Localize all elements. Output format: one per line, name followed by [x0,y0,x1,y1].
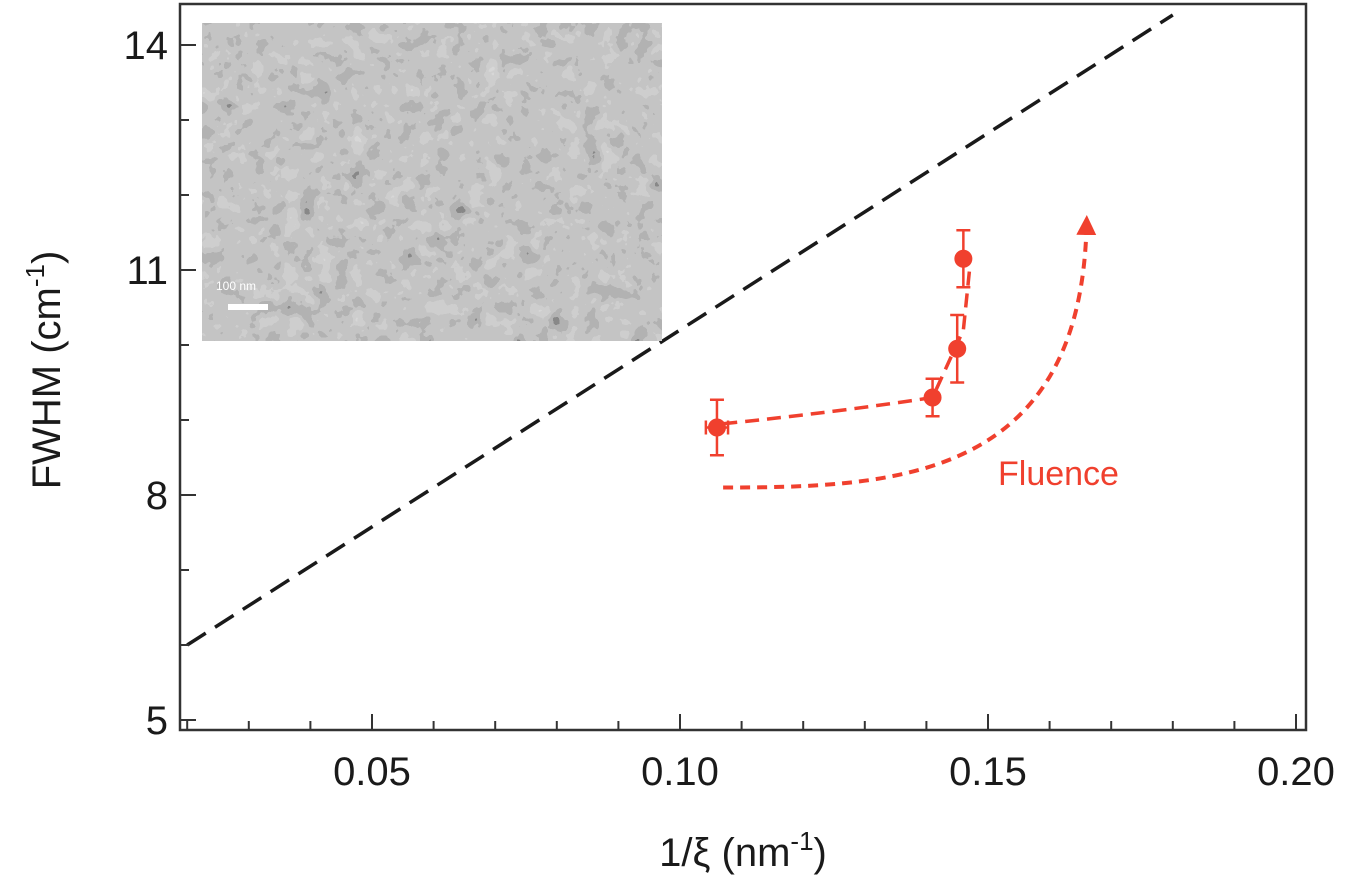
data-point [704,398,730,457]
plot-frame [178,2,1308,732]
data-marker [923,388,942,407]
data-marker [954,249,973,268]
scale-bar-label: 100 nm [216,279,256,293]
x-tick-label: 0.15 [949,750,1027,794]
sem-inset: 100 nm [202,23,662,341]
x-tick-label: 0.10 [641,750,719,794]
y-axis-title-sup: -1 [20,264,50,287]
data-point [923,377,942,418]
sem-inset-image [202,23,662,341]
x-tick-label: 0.05 [333,750,411,794]
reference-dashed-line [186,13,1174,647]
scale-bar [228,304,268,310]
x-tick-label: 0.20 [1257,750,1335,794]
y-axis-title: FWHM (cm-1) [20,251,69,490]
data-point [948,313,967,384]
y-tick-label: 11 [126,249,168,293]
x-axis-title: 1/ξ (nm-1) [659,826,827,875]
x-axis-title-tail: ) [814,831,827,875]
x-axis-title-main: 1/ξ (nm [659,831,790,875]
y-axis-title-tail: ) [25,251,69,264]
y-axis-title-main: FWHM (cm [25,287,69,489]
fluence-label: Fluence [998,455,1119,493]
data-marker [948,339,967,358]
x-axis-title-sup: -1 [790,826,813,856]
data-marker [707,418,726,437]
y-tick-label: 14 [124,24,169,68]
fluence-arrow [723,215,1097,490]
y-tick-label: 8 [146,474,168,518]
data-point [954,229,973,289]
y-tick-label: 5 [146,699,168,743]
